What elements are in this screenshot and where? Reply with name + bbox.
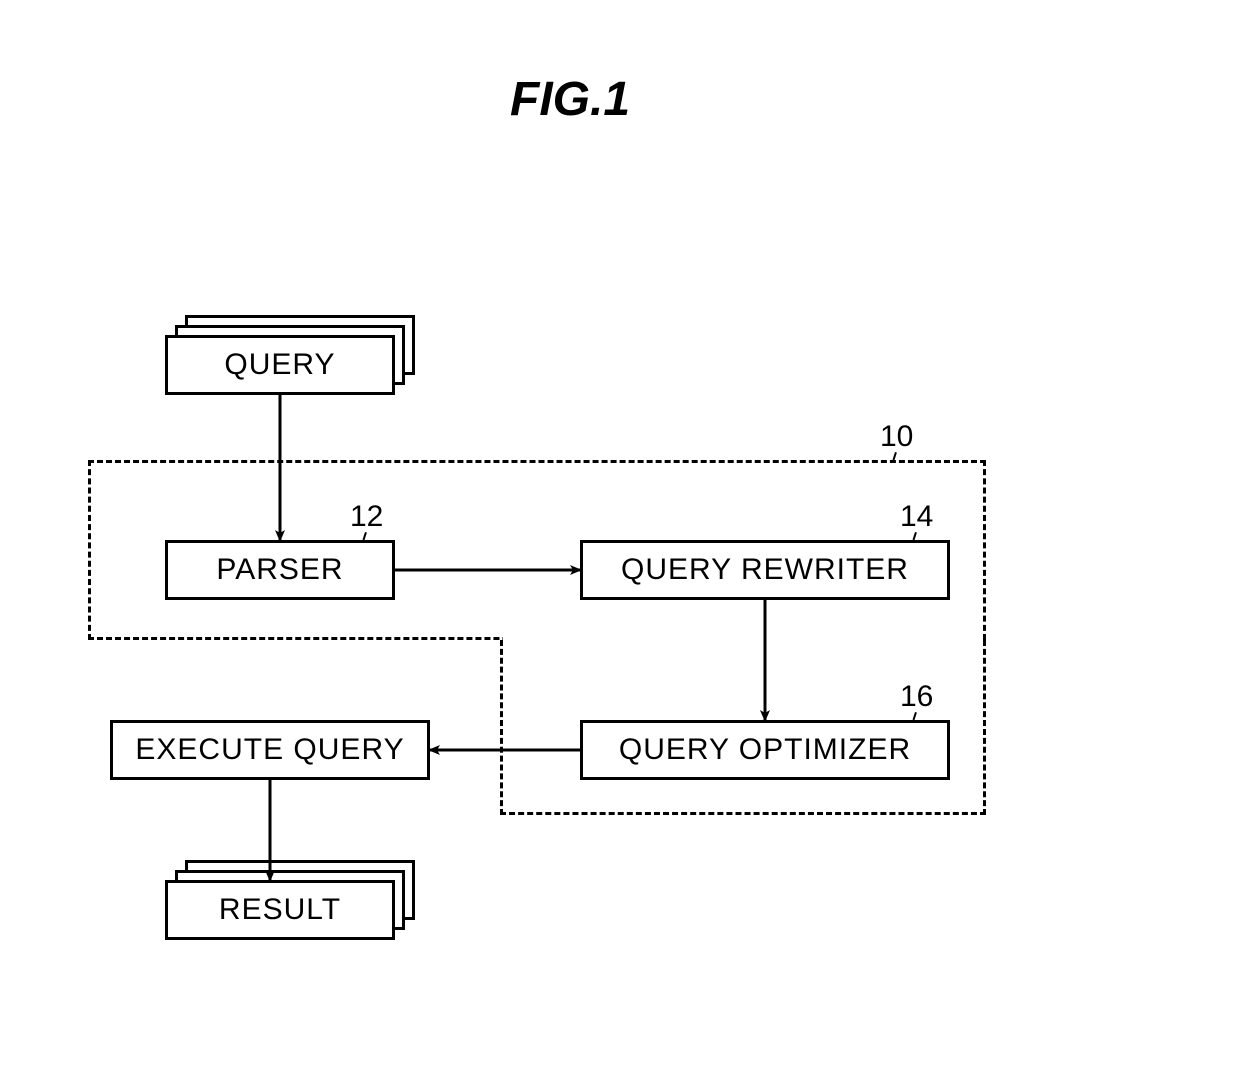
arrows-svg (0, 0, 1240, 1081)
arrow-group (270, 395, 765, 880)
